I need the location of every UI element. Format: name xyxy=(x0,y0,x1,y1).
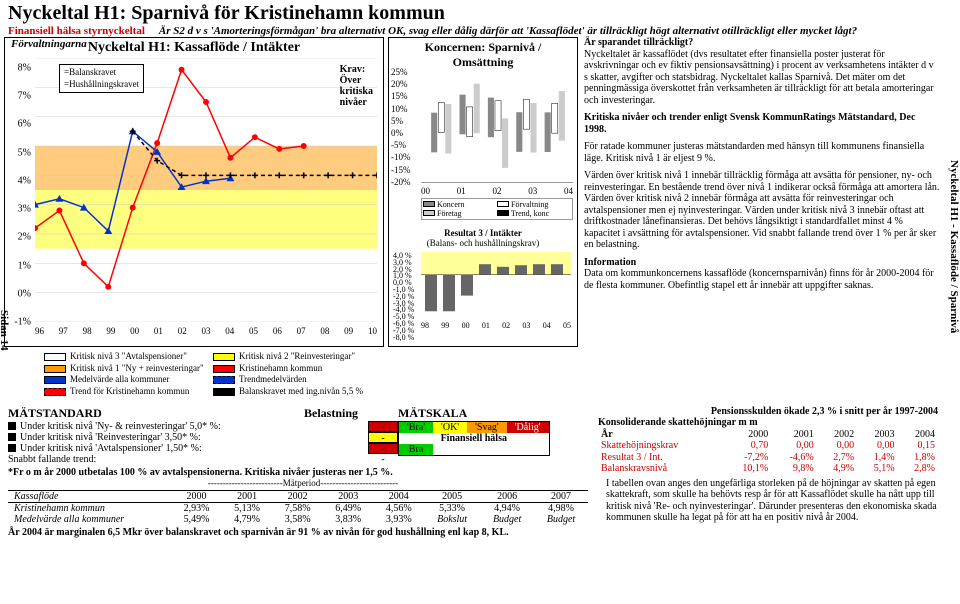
mid-xaxis: 0001020304 xyxy=(421,186,573,196)
right-h1: Är sparandet tillräckligt? xyxy=(584,37,693,48)
left-legend-box: =Balanskravet=Hushållningskravet xyxy=(59,64,144,93)
mid-mini-chart: 4,0 %3,0 %2,0 %1,0 %0,0 %-1,0 %-2,0 %-3,… xyxy=(393,252,573,330)
left-plot: =Balanskravet=Hushållningskravet Krav:Öv… xyxy=(35,58,377,322)
right-p2: För ratade kommuner justeras mätstandard… xyxy=(584,141,940,164)
matstandard-block: MÄTSTANDARD Belastning Under kritisk niv… xyxy=(8,406,398,478)
bottom-section: MÄTSTANDARD Belastning Under kritisk niv… xyxy=(0,402,960,538)
left-column: Förvaltningarna Nyckeltal H1: Kassaflöde… xyxy=(4,37,384,402)
matperiod-label: -------------------------Mätperiod------… xyxy=(8,478,598,488)
right-p3: Värden över kritisk nivå 1 innebär tillr… xyxy=(584,170,940,251)
subtitle-question: Är S2 d v s 'Amorteringsförmågan' bra al… xyxy=(159,25,857,37)
mid-legend: Koncern Förvaltning Företag Trend, konc xyxy=(421,198,573,220)
matskala-block: MÄTSKALA 'Bra' 'OK' 'Svag' 'Dålig' Finan… xyxy=(398,406,598,478)
side-label-left: Sidan 14 xyxy=(0,310,10,351)
right-p4: Data om kommunkoncernens kassaflöde (kon… xyxy=(584,268,934,291)
left-chart: Förvaltningarna Nyckeltal H1: Kassaflöde… xyxy=(4,37,384,347)
right-h3: Information xyxy=(584,257,636,268)
flowtable: Kassaflöde200020012002200320042005200620… xyxy=(8,490,588,525)
subtitle-row: Finansiell hälsa styrnyckeltal Är S2 d v… xyxy=(0,25,960,37)
right-lower-block: Pensionsskulden ökade 2,3 % i snitt per … xyxy=(598,406,938,478)
left-yaxis: 8%7%6%5%4%3%2%1%0%-1% xyxy=(7,68,35,322)
krav-label: Krav:Överkritiskanivåer xyxy=(340,64,373,108)
left-chart-overline: Förvaltningarna xyxy=(11,38,87,50)
right-lower-para: I tabellen ovan anges den ungefärliga st… xyxy=(606,478,946,538)
mid-subheader: Resultat 3 / Intäkter (Balans- och hushå… xyxy=(393,228,573,248)
subtitle-label: Finansiell hälsa styrnyckeltal xyxy=(8,25,145,37)
matstandard-foot: *Fr o m år 2000 utbetalas 100 % av avtal… xyxy=(8,467,398,478)
side-label-right: Nyckeltal H1 - Kassaflöde / Sparnivå xyxy=(948,160,960,333)
mid-chart-title: Koncernen: Sparnivå / Omsättning xyxy=(389,38,577,72)
right-p1: Nyckeltalet är kassaflödet (dvs resultat… xyxy=(584,49,934,106)
mid-plot xyxy=(421,68,573,183)
mid-chart: Koncernen: Sparnivå / Omsättning 25%20%1… xyxy=(388,37,578,347)
left-xaxis: 969798990001020304050607080910 xyxy=(35,326,377,336)
right-h2: Kritiska nivåer och trender enligt Svens… xyxy=(584,112,940,135)
main-row: Förvaltningarna Nyckeltal H1: Kassaflöde… xyxy=(0,37,960,402)
flowtable-foot: År 2004 är marginalen 6,5 Mkr över balan… xyxy=(8,527,598,538)
left-legend-bottom: Kritisk nivå 3 "Avtalspensioner"Kritisk … xyxy=(4,347,384,402)
page-title: Nyckeltal H1: Sparnivå för Kristinehamn … xyxy=(0,0,960,25)
right-text: Är sparandet tillräckligt? Nyckeltalet ä… xyxy=(584,37,954,402)
mid-yaxis: 25%20%15%10%5%0%-5%-10%-15%-20% xyxy=(391,68,411,190)
